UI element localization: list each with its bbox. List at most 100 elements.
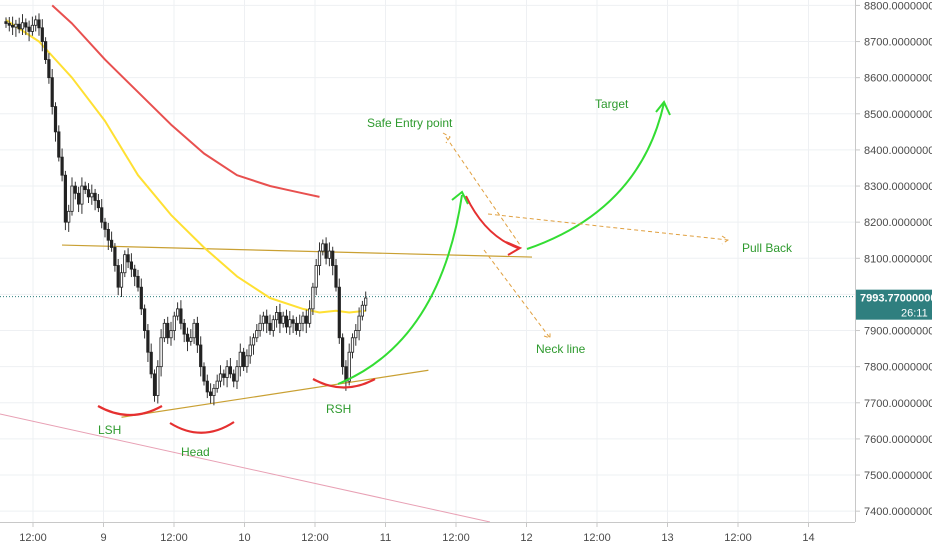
projection-up-1 — [337, 194, 463, 385]
candle-body — [17, 23, 21, 30]
drawings — [97, 100, 729, 434]
moving-averages — [5, 4, 366, 314]
candle-body — [331, 250, 335, 266]
candle-body — [294, 322, 299, 331]
projection-up-2 — [526, 102, 665, 250]
time-tick-label: 12:00 — [301, 532, 329, 544]
candle-body — [205, 380, 209, 393]
candle-body — [278, 312, 282, 324]
candle-body — [103, 221, 107, 230]
candle-body — [60, 156, 64, 176]
neckline-guide-dashed — [483, 249, 551, 339]
candle-body — [70, 185, 74, 212]
candle-body — [324, 243, 328, 259]
projection-arrowhead — [451, 190, 469, 205]
candle-body — [152, 373, 157, 396]
candle-body — [86, 189, 91, 198]
time-tick-label: 11 — [380, 532, 391, 544]
last-price-marker: 7993.77000000 26:11 — [856, 289, 932, 320]
candle-body — [119, 272, 124, 288]
candle-body — [133, 268, 137, 277]
candle-body — [344, 366, 348, 382]
candle-body — [291, 319, 295, 324]
candle-body — [189, 337, 193, 342]
time-tick-label: 9 — [100, 532, 106, 544]
candles — [4, 13, 368, 406]
candle-body — [7, 23, 11, 26]
candle-body — [44, 41, 48, 61]
candle-body — [271, 319, 275, 331]
candle-body — [172, 315, 176, 331]
candle-body — [4, 21, 8, 24]
candle-body — [20, 22, 25, 30]
candle-body — [334, 265, 338, 288]
candle-body — [245, 355, 249, 368]
candle-body — [179, 308, 183, 324]
price-axis[interactable]: 7400.00000000 7500.00000000 7600.00000000 7… — [855, 0, 932, 518]
candle-body — [199, 344, 203, 368]
pullback-arrowhead — [505, 241, 523, 256]
candle-body — [90, 192, 94, 198]
candle-body — [284, 315, 289, 328]
price-tick-label: 7800.00000000 — [864, 362, 932, 374]
candle-body — [215, 380, 219, 389]
time-tick-label: 14 — [802, 532, 814, 544]
candle-body — [182, 322, 186, 335]
time-tick-label: 13 — [661, 532, 673, 544]
time-tick-label: 12:00 — [442, 532, 470, 544]
candle-body — [347, 351, 351, 382]
candle-body — [149, 351, 153, 375]
candle-body — [232, 373, 236, 382]
candle-body — [251, 337, 256, 346]
candle-body — [350, 337, 355, 353]
trend-lines — [0, 244, 533, 523]
plot-background — [0, 0, 855, 522]
price-tick-label: 8400.00000000 — [864, 145, 932, 157]
candle-body — [311, 286, 315, 310]
candle-body — [281, 315, 285, 324]
candle-body — [110, 239, 114, 248]
candle-body — [113, 247, 117, 266]
candle-body — [34, 19, 38, 26]
candle-body — [123, 254, 127, 274]
time-tick-label: 12:00 — [160, 532, 188, 544]
countdown-label: 26:11 — [901, 308, 928, 320]
candle-body — [159, 337, 163, 368]
candle-body — [50, 77, 54, 107]
candle-body — [307, 308, 312, 324]
price-tick-label: 8200.00000000 — [864, 217, 932, 229]
last-price-label: 7993.77000000 — [860, 293, 932, 305]
candle-body — [274, 312, 279, 321]
candle-body — [96, 200, 100, 209]
annotation-target: Target — [595, 97, 629, 111]
candle-body — [222, 373, 226, 378]
candle-body — [67, 210, 71, 223]
right-shoulder-arc — [312, 378, 376, 389]
price-tick-label: 7600.00000000 — [864, 434, 932, 446]
candle-body — [321, 243, 325, 252]
candle-body — [146, 330, 150, 353]
price-tick-label: 8800.00000000 — [864, 0, 932, 12]
candle-body — [37, 19, 41, 29]
left-shoulder-arc — [97, 405, 163, 416]
candle-body — [241, 351, 246, 368]
time-tick-label: 12:00 — [19, 532, 47, 544]
candle-body — [208, 391, 213, 396]
candle-body — [63, 174, 67, 223]
candle-body — [255, 330, 259, 339]
annotation-neck-line: Neck line — [536, 342, 586, 356]
time-axis[interactable]: 12:00 9 12:00 10 12:00 11 12:00 12 12:00 13 12:00 1… — [19, 522, 815, 544]
candle-body — [73, 185, 77, 194]
long-trendline — [0, 413, 491, 523]
candle-body — [142, 308, 147, 331]
moving-average-line — [5, 19, 366, 314]
candle-body — [77, 192, 81, 205]
candle-body — [166, 322, 170, 339]
candle-body — [314, 265, 318, 288]
candle-body — [53, 106, 58, 133]
candle-body — [169, 330, 173, 339]
candle-body — [225, 366, 229, 378]
candle-body — [248, 344, 252, 357]
candle-body — [258, 322, 262, 331]
